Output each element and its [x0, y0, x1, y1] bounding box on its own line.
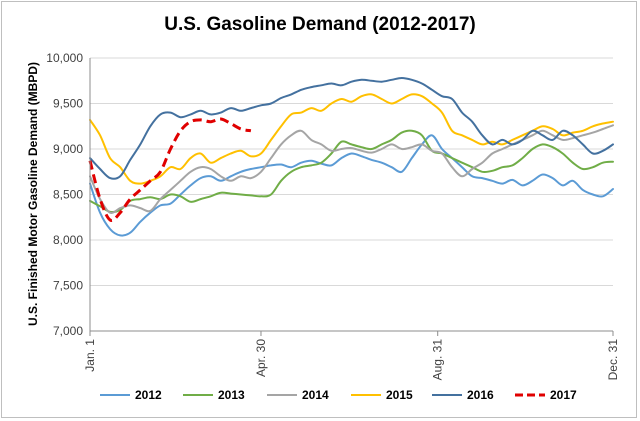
legend-label-2016: 2016	[467, 388, 494, 402]
series-line-2012	[89, 134, 614, 237]
chart-title: U.S. Gasoline Demand (2012-2017)	[164, 14, 476, 35]
y-tick-label: 7,000	[53, 324, 83, 338]
y-axis-ticks: 7,000 7,500 8,000 8,500 9,000 9,500 10,000	[46, 51, 83, 338]
legend-label-2013: 2013	[218, 388, 245, 402]
x-tick-label: Apr. 30	[254, 339, 268, 377]
series-lines	[88, 77, 614, 237]
x-tick-label: Dec. 31	[606, 339, 620, 381]
y-axis-label: U.S. Finished Motor Gasoline Demand (MBP…	[26, 62, 40, 326]
series-line-2013	[89, 129, 614, 214]
y-tick-label: 10,000	[46, 51, 83, 65]
legend: 2012 2013 2014 2015 2016 2017	[100, 388, 577, 402]
x-tick-label: Aug. 31	[431, 339, 445, 381]
series-line-2017	[88, 117, 252, 222]
legend-label-2017: 2017	[550, 388, 577, 402]
legend-label-2014: 2014	[302, 388, 329, 402]
y-tick-label: 9,000	[53, 142, 83, 156]
y-tick-label: 7,500	[53, 279, 83, 293]
y-tick-label: 9,500	[53, 97, 83, 111]
x-tick-label: Jan. 1	[83, 339, 97, 372]
legend-label-2015: 2015	[386, 388, 413, 402]
y-tick-label: 8,500	[53, 188, 83, 202]
series-line-2016	[89, 77, 614, 180]
series-line-2015	[89, 93, 614, 185]
x-axis-ticks: Jan. 1 Apr. 30 Aug. 31 Dec. 31	[83, 331, 620, 380]
y-tick-label: 8,000	[53, 233, 83, 247]
legend-label-2012: 2012	[135, 388, 162, 402]
axes	[89, 58, 613, 332]
